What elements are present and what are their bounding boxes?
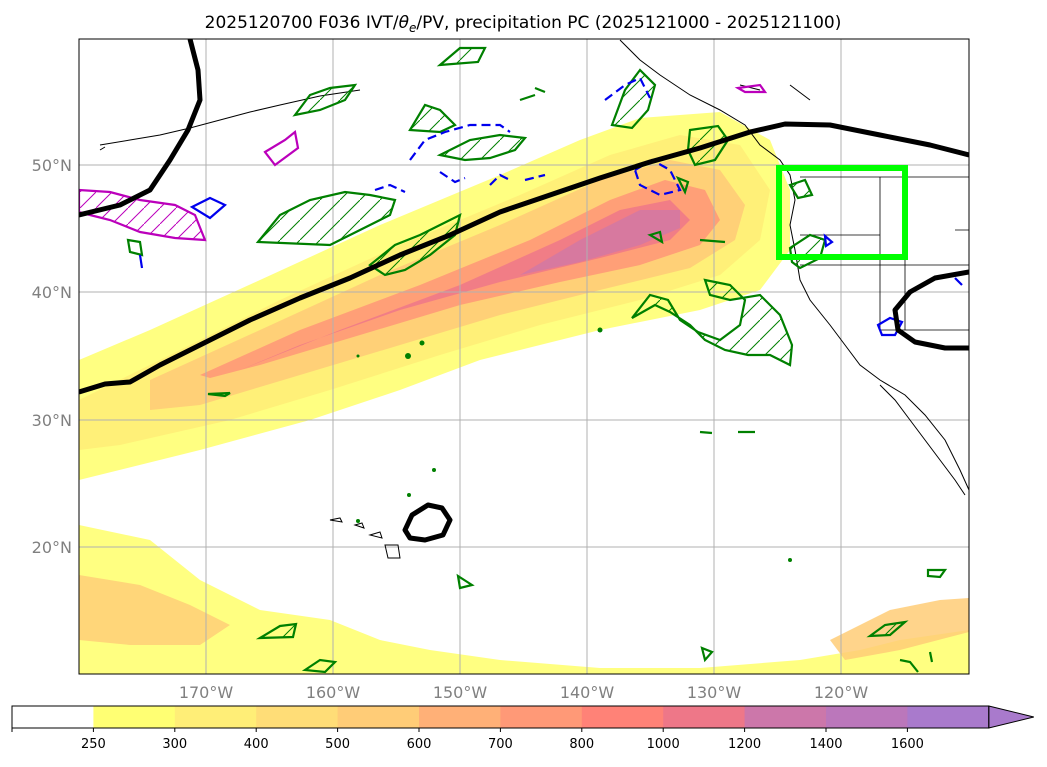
alaska-islands xyxy=(99,84,811,151)
colorbar-tick-label: 1200 xyxy=(728,737,761,752)
figure-title: 2025120700 F036 IVT/θe/PV, precipitation… xyxy=(205,13,842,35)
ivt-se-ring xyxy=(892,269,969,351)
map-frame xyxy=(78,38,970,675)
ivt-black-contours xyxy=(79,39,969,543)
lat-label-50: 50°N xyxy=(32,156,72,175)
longitude-labels: 170°W 160°W 150°W 140°W 130°W 120°W xyxy=(179,683,869,702)
colorbar-tick-label: 300 xyxy=(162,737,187,752)
colorbar-segment xyxy=(663,706,746,728)
ivt-southeast-blob xyxy=(830,598,969,660)
colorbar-tick-label: 1000 xyxy=(647,737,680,752)
colorbar-segment xyxy=(256,706,339,728)
ivt-south-band xyxy=(79,525,969,674)
lon-label-130w: 130°W xyxy=(687,683,742,702)
ivt-main-axis xyxy=(79,121,969,395)
ivt-1000-band xyxy=(520,210,680,275)
colorbar-segment xyxy=(337,706,420,728)
colorbar-tick-label: 250 xyxy=(81,737,106,752)
colorbar-segment xyxy=(826,706,908,728)
lon-label-140w: 140°W xyxy=(560,683,615,702)
ivt-hawaii-ring xyxy=(402,502,453,543)
map-area xyxy=(79,39,969,674)
lat-label-40: 40°N xyxy=(32,283,72,302)
colorbar-segment xyxy=(500,706,583,728)
colorbar-segment xyxy=(12,706,94,728)
latitude-labels: 50°N 40°N 30°N 20°N xyxy=(32,156,72,557)
colorbar-segment xyxy=(93,706,176,728)
lon-label-150w: 150°W xyxy=(433,683,488,702)
small-theta-e-markers xyxy=(356,327,792,562)
baja-coast xyxy=(879,384,966,496)
colorbar-tick-label: 400 xyxy=(244,737,269,752)
region-highlight-box xyxy=(776,165,908,260)
theta-e-contours xyxy=(126,46,948,674)
colorbar: 250 300 400 500 600 700 800 1000 1200 1400 1600 xyxy=(11,705,1034,752)
colorbar-extend-arrow xyxy=(988,705,1034,729)
colorbar-tick-label: 1400 xyxy=(809,737,842,752)
ivt-south-inner xyxy=(79,575,230,645)
colorbar-segment xyxy=(174,706,257,728)
colorbar-tick-label: 700 xyxy=(488,737,513,752)
ivt-west-trough xyxy=(79,39,203,218)
lon-label-160w: 160°W xyxy=(306,683,361,702)
lat-label-20: 20°N xyxy=(32,538,72,557)
colorbar-segment xyxy=(907,706,990,728)
colorbar-tick-label: 500 xyxy=(325,737,350,752)
colorbar-segment xyxy=(419,706,501,728)
lon-label-120w: 120°W xyxy=(814,683,869,702)
hawaii-islands xyxy=(329,517,401,559)
colorbar-tick-label: 600 xyxy=(407,737,432,752)
lat-label-30: 30°N xyxy=(32,411,72,430)
colorbar-segment xyxy=(744,706,827,728)
colorbar-tick-label: 1600 xyxy=(891,737,924,752)
lon-label-170w: 170°W xyxy=(179,683,234,702)
colorbar-segment xyxy=(581,706,664,728)
colorbar-tick-label: 800 xyxy=(569,737,594,752)
